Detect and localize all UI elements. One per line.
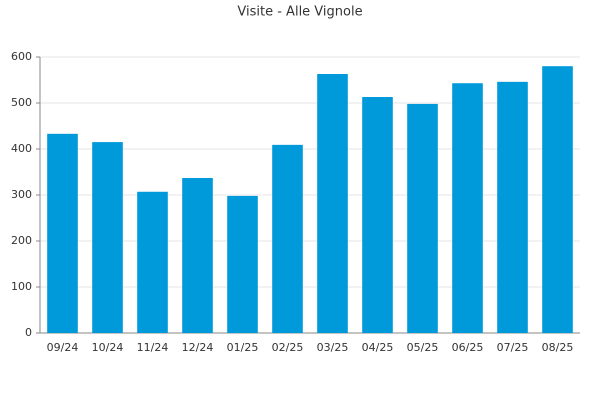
x-tick-label: 03/25: [317, 341, 349, 354]
x-tick-label: 09/24: [47, 341, 79, 354]
x-tick-label: 11/24: [137, 341, 169, 354]
bar: [362, 97, 393, 334]
x-tick-label: 08/25: [542, 341, 574, 354]
y-tick-label: 100: [11, 280, 32, 293]
y-tick-label: 0: [25, 326, 32, 339]
bar: [137, 191, 168, 333]
x-tick-label: 02/25: [272, 341, 304, 354]
y-tick-label: 300: [11, 188, 32, 201]
bar: [542, 66, 573, 333]
bar: [452, 83, 483, 333]
x-tick-label: 10/24: [92, 341, 124, 354]
chart-title: Visite - Alle Vignole: [237, 5, 362, 20]
x-tick-label: 07/25: [497, 341, 529, 354]
x-tick-label: 01/25: [227, 341, 259, 354]
bar: [47, 133, 78, 333]
bar: [92, 142, 123, 333]
y-tick-label: 600: [11, 50, 32, 63]
bar: [272, 144, 303, 333]
x-tick-label: 12/24: [182, 341, 214, 354]
x-tick-label: 05/25: [407, 341, 439, 354]
y-tick-label: 400: [11, 142, 32, 155]
bar: [407, 103, 438, 333]
y-tick-label: 200: [11, 234, 32, 247]
bar: [317, 74, 348, 334]
bar: [497, 81, 528, 333]
x-tick-label: 04/25: [362, 341, 394, 354]
x-tick-label: 06/25: [452, 341, 484, 354]
bar: [227, 195, 258, 333]
y-tick-label: 500: [11, 96, 32, 109]
bar: [182, 177, 213, 333]
